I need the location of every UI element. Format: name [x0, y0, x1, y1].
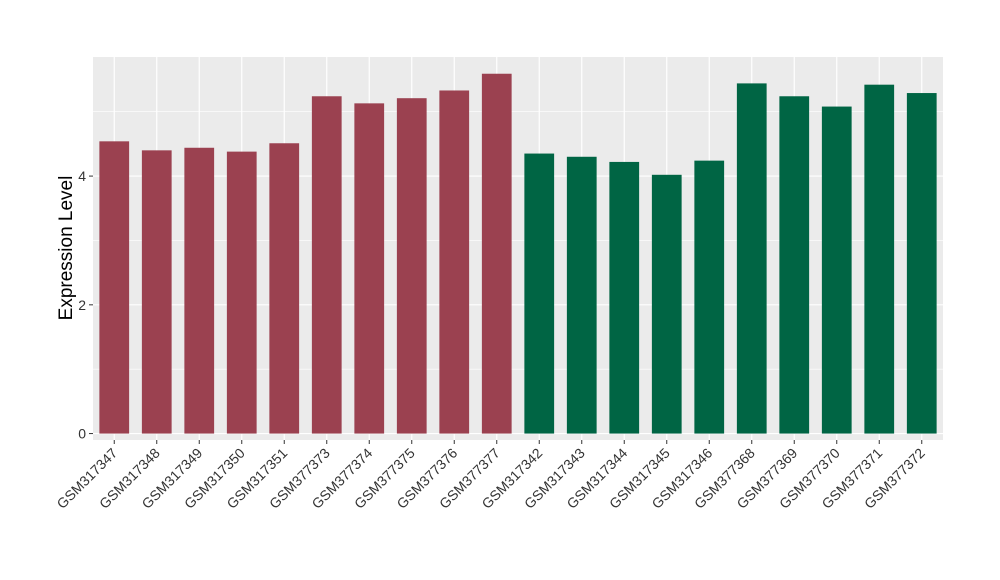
- bar-GSM377370: [821, 106, 852, 434]
- bar-GSM317349: [184, 147, 215, 434]
- bar-GSM377375: [396, 98, 427, 434]
- bar-GSM377371: [864, 84, 895, 434]
- y-tick-label: 4: [78, 168, 86, 184]
- x-axis: GSM317347GSM317348GSM317349GSM317350GSM3…: [53, 440, 928, 512]
- bar-GSM317348: [141, 150, 172, 434]
- bar-GSM377377: [481, 73, 512, 434]
- bar-GSM377368: [736, 83, 767, 434]
- bar-GSM317344: [609, 161, 640, 434]
- y-axis-title: Expression Level: [56, 176, 77, 321]
- bar-GSM317346: [694, 160, 725, 434]
- bar-GSM377369: [779, 96, 810, 434]
- y-tick-label: 2: [78, 297, 86, 313]
- bar-GSM377373: [311, 96, 342, 434]
- bar-GSM317343: [566, 156, 597, 434]
- bar-GSM317351: [269, 143, 300, 434]
- bar-GSM317342: [524, 153, 555, 434]
- bar-GSM377374: [354, 103, 385, 434]
- bar-GSM377376: [439, 90, 470, 434]
- plot-panel: [93, 57, 943, 440]
- bar-GSM317350: [226, 151, 257, 434]
- bar-GSM317347: [99, 141, 130, 434]
- bars: [99, 73, 937, 434]
- bar-GSM377372: [906, 93, 937, 434]
- bar-GSM317345: [651, 174, 682, 434]
- y-tick-label: 0: [78, 426, 86, 442]
- y-axis: 0 2 4: [78, 168, 93, 442]
